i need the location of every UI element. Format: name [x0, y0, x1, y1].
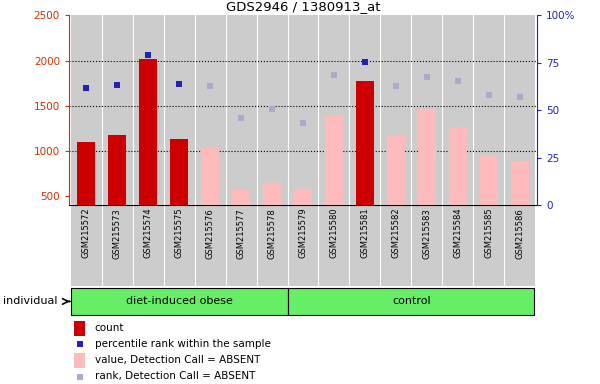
Text: GSM215582: GSM215582	[391, 208, 400, 258]
Bar	[71, 15, 101, 205]
Bar	[101, 15, 133, 205]
Text: GSM215575: GSM215575	[175, 208, 184, 258]
Bar	[287, 288, 534, 315]
Bar	[287, 15, 319, 205]
Bar	[349, 15, 380, 205]
Bar	[319, 205, 349, 286]
Bar	[442, 205, 473, 286]
Bar	[77, 142, 95, 205]
Title: GDS2946 / 1380913_at: GDS2946 / 1380913_at	[226, 0, 380, 13]
Bar	[287, 205, 319, 286]
Text: GSM215580: GSM215580	[329, 208, 338, 258]
Bar	[263, 183, 281, 205]
Text: GSM215583: GSM215583	[422, 208, 431, 258]
Bar	[505, 205, 535, 286]
Bar	[380, 15, 412, 205]
Bar	[194, 205, 226, 286]
Text: GSM215573: GSM215573	[113, 208, 122, 258]
Bar	[71, 288, 287, 315]
Bar	[325, 116, 343, 205]
Bar	[473, 15, 505, 205]
Text: percentile rank within the sample: percentile rank within the sample	[95, 339, 271, 349]
Bar	[101, 205, 133, 286]
Bar	[133, 15, 164, 205]
Text: individual: individual	[3, 296, 58, 306]
Bar	[511, 162, 529, 205]
Bar	[412, 15, 442, 205]
Text: value, Detection Call = ABSENT: value, Detection Call = ABSENT	[95, 355, 260, 365]
Bar	[164, 205, 194, 286]
Bar	[232, 190, 250, 205]
Bar	[226, 15, 257, 205]
Text: GSM215586: GSM215586	[515, 208, 524, 258]
Bar	[133, 205, 164, 286]
Text: GSM215574: GSM215574	[143, 208, 152, 258]
Text: control: control	[392, 296, 431, 306]
Bar	[74, 321, 85, 336]
Text: GSM215577: GSM215577	[236, 208, 245, 258]
Bar	[380, 205, 412, 286]
Bar	[164, 15, 194, 205]
Bar	[412, 205, 442, 286]
Text: GSM215584: GSM215584	[454, 208, 463, 258]
Text: GSM215578: GSM215578	[268, 208, 277, 258]
Bar	[294, 189, 312, 205]
Text: GSM215572: GSM215572	[82, 208, 91, 258]
Bar	[479, 155, 498, 205]
Bar	[74, 353, 85, 368]
Bar	[319, 15, 349, 205]
Bar	[349, 205, 380, 286]
Bar	[257, 15, 287, 205]
Bar	[108, 135, 127, 205]
Bar	[505, 15, 535, 205]
Bar	[386, 136, 405, 205]
Text: GSM215581: GSM215581	[361, 208, 370, 258]
Text: diet-induced obese: diet-induced obese	[125, 296, 232, 306]
Bar	[71, 205, 101, 286]
Bar	[257, 205, 287, 286]
Bar	[170, 139, 188, 205]
Bar	[201, 147, 220, 205]
Text: rank, Detection Call = ABSENT: rank, Detection Call = ABSENT	[95, 371, 255, 381]
Bar	[449, 127, 467, 205]
Text: GSM215576: GSM215576	[206, 208, 215, 258]
Bar	[473, 205, 505, 286]
Bar	[139, 59, 157, 205]
Bar	[418, 109, 436, 205]
Bar	[442, 15, 473, 205]
Text: GSM215579: GSM215579	[299, 208, 308, 258]
Bar	[356, 81, 374, 205]
Bar	[194, 15, 226, 205]
Text: count: count	[95, 323, 124, 333]
Text: GSM215585: GSM215585	[484, 208, 493, 258]
Bar	[226, 205, 257, 286]
